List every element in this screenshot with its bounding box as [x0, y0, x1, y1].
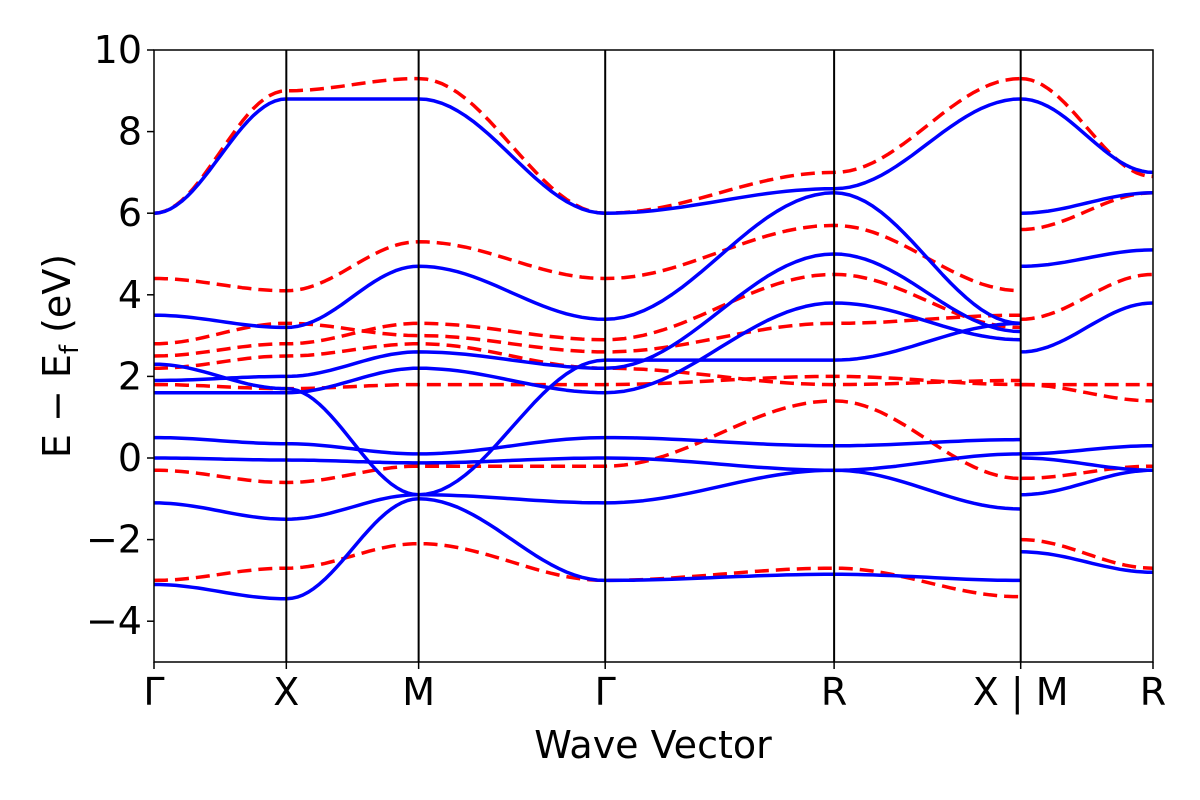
- x-axis: Γ X M Γ R X | M R: [143, 662, 1166, 715]
- x-tick-label-0: Γ: [143, 670, 164, 714]
- band-line-solid-5: [154, 252, 1021, 383]
- band-line-dashed-28: [1020, 382, 1153, 403]
- x-tick-label-6: R: [1140, 670, 1166, 714]
- y-tick-label-2: 0: [118, 436, 142, 480]
- band-line-solid-14: [1020, 468, 1153, 497]
- band-line-dashed-30: [1020, 537, 1153, 570]
- band-line-solid-3: [154, 497, 1021, 601]
- bands-group: [154, 76, 1153, 601]
- y-axis-label: E − Ef (eV): [35, 254, 85, 458]
- band-line-solid-1: [154, 435, 1021, 456]
- band-line-solid-0: [154, 452, 1021, 472]
- plot-frame: [153, 49, 1154, 663]
- band-line-solid-9: [1020, 191, 1153, 215]
- y-axis: −4 −2 0 2 4 6 8 10: [86, 28, 154, 643]
- y-tick-label-4: 4: [118, 273, 142, 317]
- high-symmetry-lines: [285, 50, 1022, 662]
- band-line-solid-12: [1020, 444, 1153, 456]
- x-axis-label: Wave Vector: [534, 723, 772, 767]
- y-tick-label-7: 10: [94, 28, 142, 72]
- band-line-dashed-21: [154, 272, 1021, 358]
- band-line-dashed-20: [154, 342, 1021, 387]
- band-line-solid-10: [1020, 248, 1153, 268]
- x-tick-label-1: X: [273, 670, 299, 714]
- band-line-dashed-17: [154, 541, 1021, 599]
- band-line-solid-8: [154, 321, 1021, 497]
- y-axis-label-main: E − E: [35, 354, 79, 458]
- band-line-solid-6: [154, 191, 1021, 330]
- band-line-dashed-26: [1020, 272, 1153, 322]
- band-line-dashed-18: [154, 399, 1021, 485]
- band-line-dashed-23: [154, 223, 1021, 293]
- x-tick-label-5: X | M: [973, 670, 1069, 715]
- y-axis-label-unit: (eV): [35, 254, 79, 345]
- band-line-solid-4: [154, 301, 1021, 395]
- band-line-dashed-22: [154, 313, 1021, 354]
- x-tick-label-3: Γ: [595, 670, 616, 714]
- band-line-dashed-24: [154, 76, 1021, 215]
- band-line-solid-7: [154, 97, 1021, 215]
- band-line-solid-11: [1020, 301, 1153, 354]
- band-line-solid-16: [1020, 97, 1153, 175]
- band-line-solid-2: [154, 468, 1021, 521]
- y-tick-label-0: −4: [86, 599, 142, 643]
- y-tick-label-3: 2: [118, 354, 142, 398]
- x-tick-label-4: R: [821, 670, 847, 714]
- y-axis-label-subscript: f: [55, 344, 85, 354]
- y-tick-label-6: 8: [118, 110, 142, 154]
- band-line-dashed-29: [1020, 464, 1153, 481]
- x-tick-label-2: M: [402, 670, 435, 714]
- band-line-solid-15: [1020, 550, 1153, 574]
- band-line-dashed-31: [1020, 76, 1153, 179]
- y-tick-label-1: −2: [86, 518, 142, 562]
- band-line-solid-13: [1020, 456, 1153, 472]
- y-tick-label-5: 6: [118, 191, 142, 235]
